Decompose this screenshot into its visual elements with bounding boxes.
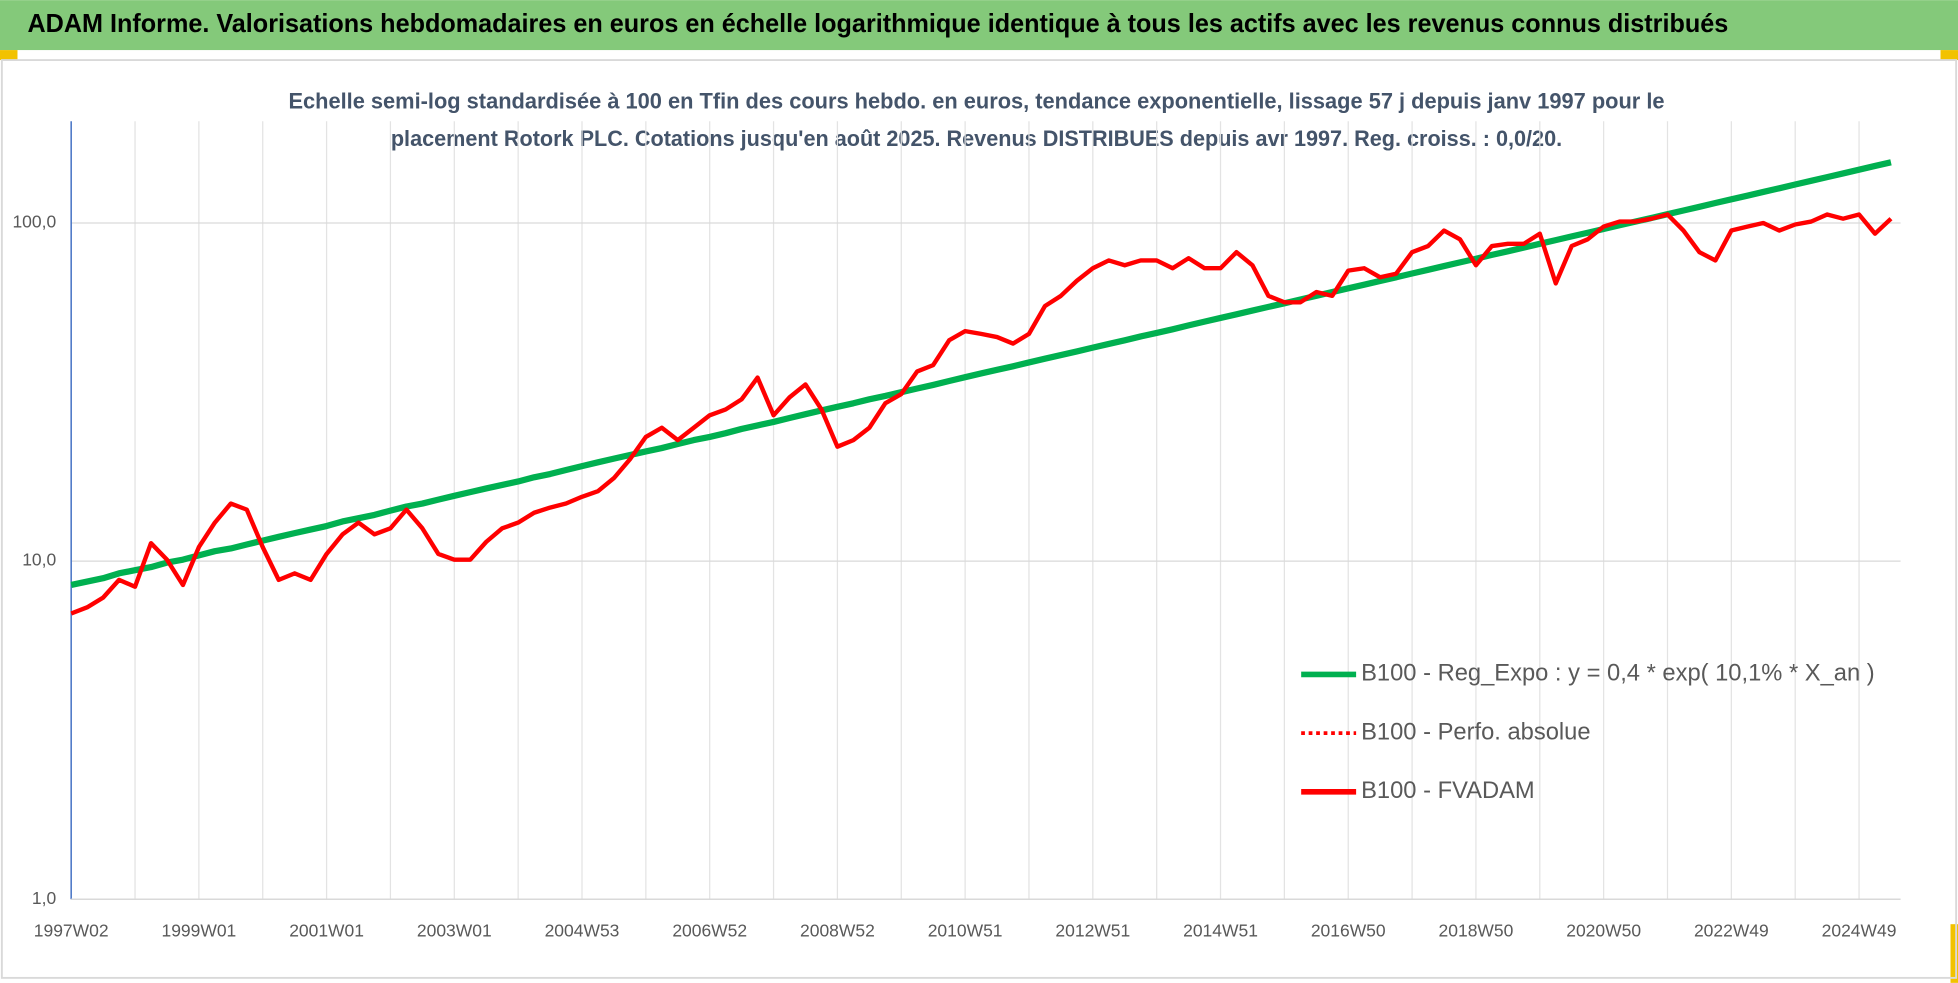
legend-label: B100 - Perfo. absolue [1361,719,1590,745]
chart-subtitle: Echelle semi-log standardisée à 100 en T… [288,88,1664,113]
x-tick-label: 2008W52 [800,920,875,940]
corner-mark [0,50,18,61]
data-line [70,159,1892,589]
x-tick-label: 2024W49 [1822,920,1897,940]
data-line [70,212,1893,616]
chart-subtitle: placement Rotork PLC. Cotations jusqu'en… [391,126,1562,151]
corner-mark [1950,924,1958,983]
x-tick-label: 2010W51 [928,920,1003,940]
x-tick-label: 1999W01 [161,920,236,940]
frame [0,59,1958,979]
x-tick-label: 2018W50 [1439,920,1514,940]
header-bar [0,0,1958,51]
x-tick-label: 2016W50 [1311,920,1386,940]
x-tick-label: 2014W51 [1183,920,1258,940]
corner-mark [1940,50,1958,61]
y-tick-label: 1,0 [32,888,57,908]
x-tick-label: 1997W02 [34,920,109,940]
y-tick-label: 10,0 [22,550,56,570]
x-tick-label: 2020W50 [1566,920,1641,940]
chart-title: ADAM Informe. Valorisations hebdomadaire… [27,8,1728,38]
x-tick-label: 2006W52 [672,920,747,940]
legend-label: B100 - FVADAM [1361,778,1535,804]
y-tick-label: 100,0 [12,212,56,232]
x-tick-label: 2001W01 [289,920,364,940]
x-tick-label: 2022W49 [1694,920,1769,940]
legend-label: B100 - Reg_Expo : y = 0,4 * exp( 10,1% *… [1361,661,1875,687]
x-tick-label: 2004W53 [545,920,620,940]
x-tick-label: 2003W01 [417,920,492,940]
x-tick-label: 2012W51 [1055,920,1130,940]
